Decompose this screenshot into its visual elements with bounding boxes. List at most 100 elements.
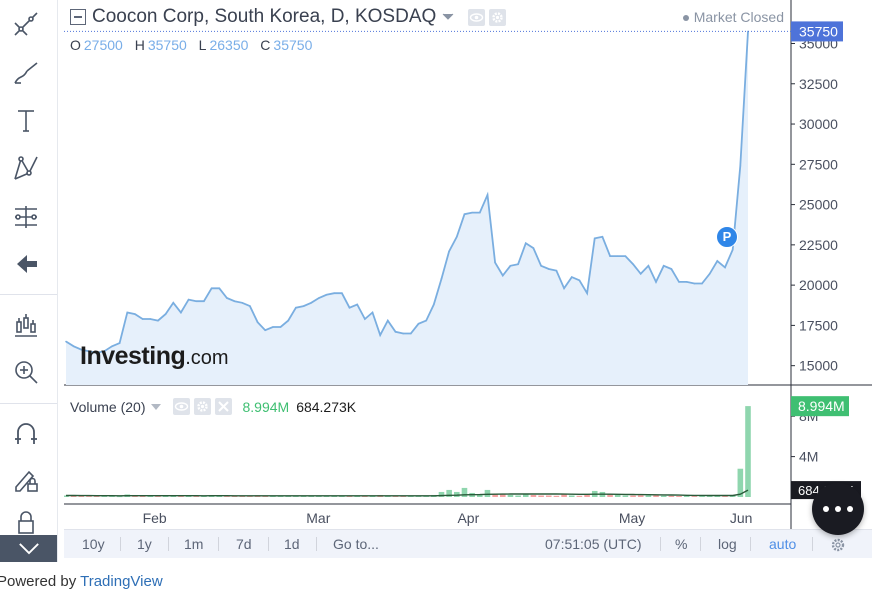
ohlc-low-key: L <box>198 37 207 53</box>
settings-icon[interactable] <box>194 398 212 415</box>
volume-current-value: 8.994M <box>242 398 290 415</box>
price-point <box>302 305 305 307</box>
event-marker[interactable]: P <box>716 226 738 248</box>
price-point <box>524 242 527 245</box>
volume-bar <box>607 493 613 497</box>
eye-icon[interactable] <box>173 398 191 415</box>
volume-bar <box>162 495 169 497</box>
gear-icon[interactable] <box>830 530 846 558</box>
volume-bar <box>676 495 682 497</box>
price-point <box>394 331 397 333</box>
y-tick-label: 27500 <box>799 156 838 172</box>
arrow-back-icon[interactable] <box>6 246 46 282</box>
auto-toggle[interactable]: auto <box>769 536 797 552</box>
volume-bar <box>515 495 521 497</box>
volume-bar <box>64 495 69 497</box>
caret-down-icon[interactable] <box>442 13 454 21</box>
price-point <box>417 322 420 325</box>
trend-line-icon[interactable] <box>6 6 46 42</box>
price-point <box>532 247 535 249</box>
volume-bar <box>722 495 728 497</box>
toolbar-divider <box>0 403 57 404</box>
volume-bar <box>737 468 744 497</box>
volume-bar <box>545 495 552 497</box>
price-point <box>632 263 634 265</box>
range-1d-button[interactable]: 1d <box>284 536 300 552</box>
volume-bar <box>339 496 345 497</box>
price-point <box>203 300 205 303</box>
lock-icon[interactable] <box>6 509 46 535</box>
volume-bar <box>645 495 652 497</box>
percent-toggle[interactable]: % <box>675 536 688 552</box>
range-7d-button[interactable]: 7d <box>236 536 252 552</box>
tradingview-link[interactable]: TradingView <box>80 573 163 590</box>
pattern-icon[interactable] <box>6 150 46 186</box>
y-tick-label: 15000 <box>799 358 838 374</box>
x-tick-label: Jun <box>730 510 753 526</box>
price-point <box>272 326 274 328</box>
volume-bar <box>86 496 92 497</box>
caret-down-icon[interactable] <box>151 403 162 410</box>
magnet-icon[interactable] <box>6 415 46 451</box>
volume-bar <box>78 495 85 497</box>
symbol-legend: Coocon Corp, South Korea, D, KOSDAQ <box>70 6 507 28</box>
volume-bar <box>553 495 560 497</box>
fib-icon[interactable] <box>6 198 46 234</box>
price-point <box>256 321 259 323</box>
eye-icon[interactable] <box>468 8 486 26</box>
volume-bar <box>745 406 751 497</box>
chevron-down-icon <box>18 543 39 555</box>
volume-bar <box>369 496 376 497</box>
current-volume-tag <box>791 396 849 417</box>
price-point <box>279 326 282 328</box>
collapse-legend-icon[interactable] <box>70 9 86 25</box>
goto-button[interactable]: Go to... <box>333 536 379 552</box>
price-point <box>310 302 313 304</box>
volume-bar <box>507 494 514 497</box>
lock-pencil-icon[interactable] <box>6 462 46 498</box>
price-point <box>662 264 665 267</box>
brush-icon[interactable] <box>6 54 46 90</box>
price-point <box>103 350 106 352</box>
price-point <box>647 264 650 267</box>
price-point <box>655 281 657 283</box>
range-10y-button[interactable]: 10y <box>82 536 105 552</box>
y-tick-label: 22500 <box>799 237 838 253</box>
text-icon[interactable] <box>6 102 46 138</box>
range-1y-button[interactable]: 1y <box>137 536 152 552</box>
x-tick-label: Mar <box>306 510 330 526</box>
price-point <box>593 237 596 240</box>
price-point <box>348 306 351 309</box>
volume-bar <box>622 495 629 497</box>
log-toggle[interactable]: log <box>718 536 737 552</box>
price-point <box>149 318 152 320</box>
volume-tick-label: 4M <box>799 449 818 465</box>
price-point <box>639 273 642 275</box>
candles-icon[interactable] <box>6 307 46 343</box>
y-tick-label: 20000 <box>799 277 838 293</box>
close-icon[interactable] <box>215 398 233 415</box>
powered-by: Powered by TradingView <box>0 573 163 590</box>
range-1m-button[interactable]: 1m <box>184 536 204 552</box>
chart-canvas[interactable]: 15000 17500 20000 22500 25000 27500 30000 32500… <box>64 0 872 529</box>
volume-bar <box>454 491 460 497</box>
volume-bar <box>691 496 698 497</box>
price-point <box>195 300 198 303</box>
ohlc-close-value: 35750 <box>273 37 313 53</box>
price-point <box>724 266 726 269</box>
price-point <box>478 211 481 214</box>
volume-bar <box>484 489 491 497</box>
price-point <box>233 300 236 303</box>
more-options-button[interactable] <box>812 483 864 535</box>
toolbar-collapse-button[interactable] <box>0 535 57 562</box>
price-point <box>141 318 144 320</box>
price-point <box>88 350 90 352</box>
price-point <box>494 261 496 264</box>
price-point <box>241 302 244 304</box>
settings-icon[interactable] <box>489 8 507 26</box>
watermark-brand: Investing <box>80 342 186 370</box>
volume-bar <box>446 489 452 497</box>
price-point <box>210 287 213 290</box>
zoom-in-icon[interactable] <box>6 354 46 390</box>
bottom-divider <box>750 537 751 551</box>
